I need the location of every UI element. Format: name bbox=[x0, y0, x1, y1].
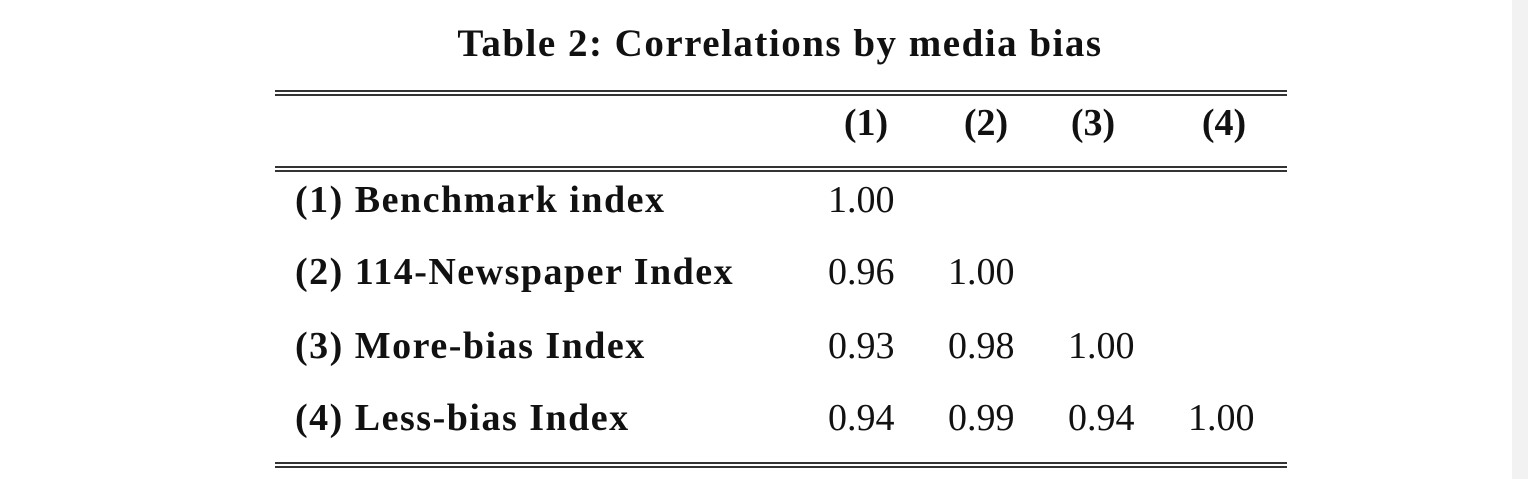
cell-value: 0.94 bbox=[828, 397, 895, 439]
scrollbar-strip bbox=[1512, 0, 1528, 479]
cell-value: 1.00 bbox=[828, 179, 895, 221]
top-rule bbox=[275, 90, 1287, 96]
cell-value: 1.00 bbox=[1068, 325, 1135, 367]
column-header: (3) bbox=[1070, 102, 1116, 144]
row-label: (1) Benchmark index bbox=[295, 179, 666, 221]
row-label: (3) More-bias Index bbox=[295, 325, 646, 367]
cell-value: 0.96 bbox=[828, 251, 895, 293]
header-rule bbox=[275, 166, 1287, 172]
cell-value: 0.93 bbox=[828, 325, 895, 367]
bottom-rule bbox=[275, 462, 1287, 468]
table-title: Table 2: Correlations by media bias bbox=[457, 22, 1103, 65]
cell-value: 1.00 bbox=[948, 251, 1015, 293]
column-header: (4) bbox=[1201, 102, 1247, 144]
cell-value: 1.00 bbox=[1188, 397, 1255, 439]
row-label: (2) 114-Newspaper Index bbox=[295, 251, 735, 293]
cell-value: 0.98 bbox=[948, 325, 1015, 367]
row-label: (4) Less-bias Index bbox=[295, 397, 630, 439]
cell-value: 0.99 bbox=[948, 397, 1015, 439]
column-header: (1) bbox=[843, 102, 889, 144]
cell-value: 0.94 bbox=[1068, 397, 1135, 439]
column-header: (2) bbox=[963, 102, 1009, 144]
